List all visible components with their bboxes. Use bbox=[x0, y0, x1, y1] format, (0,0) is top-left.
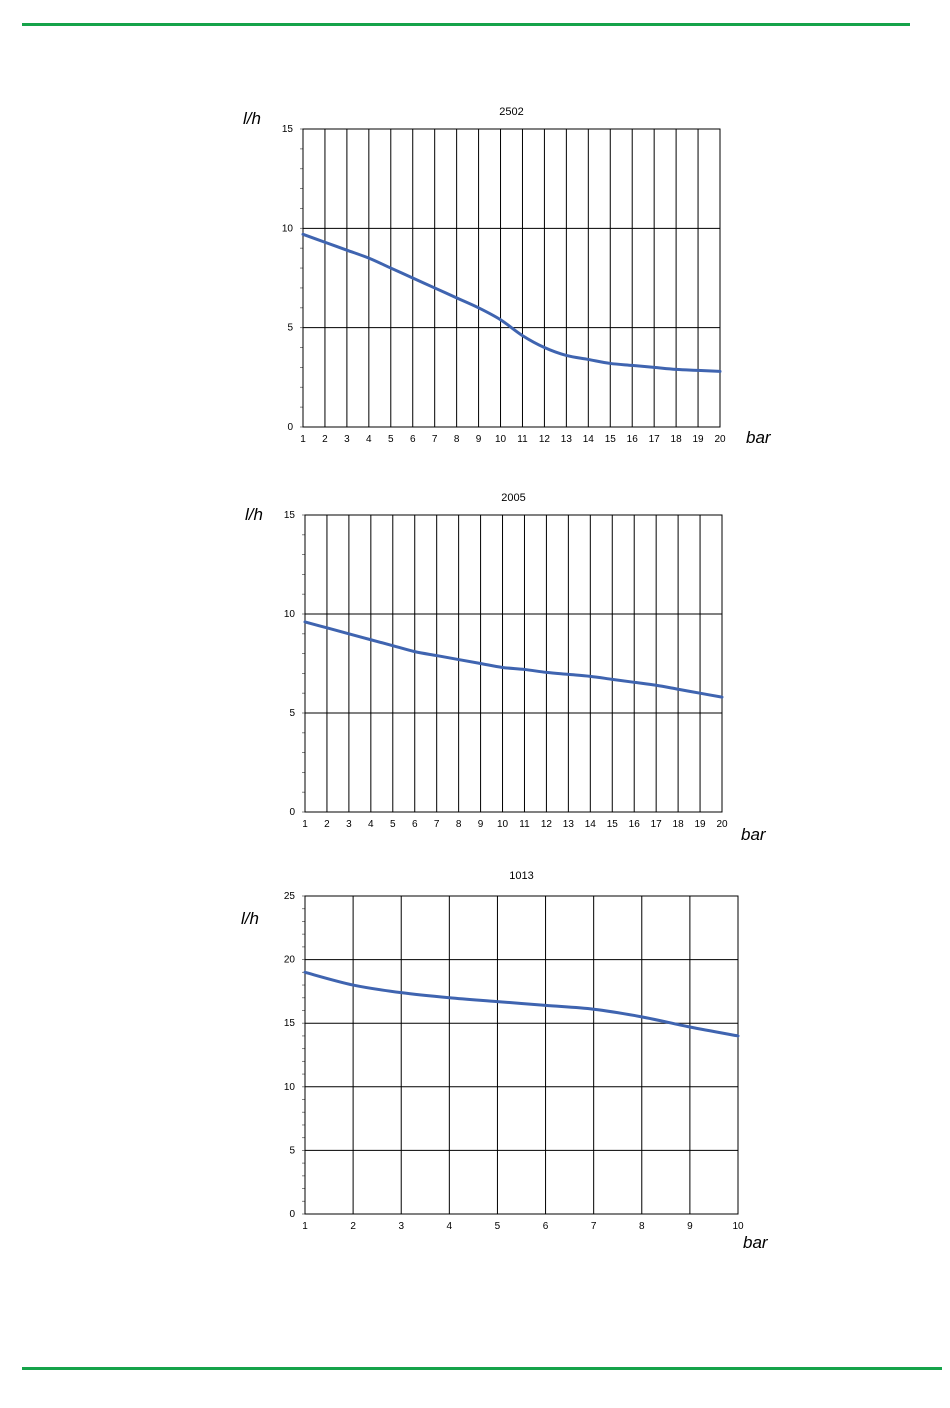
x-tick-label: 15 bbox=[605, 434, 617, 445]
plot-frame bbox=[302, 128, 721, 428]
x-tick-label: 9 bbox=[687, 1221, 693, 1232]
x-tick-label: 20 bbox=[716, 819, 728, 830]
x-tick-label: 3 bbox=[344, 434, 350, 445]
x-tick-label: 9 bbox=[476, 434, 482, 445]
x-tick-label: 3 bbox=[346, 819, 352, 830]
x-tick-label: 15 bbox=[607, 819, 619, 830]
x-axis-label: bar bbox=[743, 1233, 769, 1252]
y-tick-label: 15 bbox=[282, 124, 294, 135]
x-tick-label: 10 bbox=[732, 1221, 744, 1232]
x-tick-label: 14 bbox=[583, 434, 595, 445]
x-tick-label: 1 bbox=[300, 434, 306, 445]
y-tick-label: 5 bbox=[287, 323, 293, 334]
x-tick-label: 1 bbox=[302, 819, 308, 830]
chart-1013: 1013 0 5 10 15 20 25 1 2 3 4 5 6 7 8 9 10 l/h bar bbox=[241, 870, 769, 1252]
series-line bbox=[303, 970, 740, 1038]
x-tick-label: 7 bbox=[432, 434, 438, 445]
x-tick-label: 12 bbox=[539, 434, 551, 445]
y-tick-label: 10 bbox=[282, 223, 294, 234]
y-tick-label: 0 bbox=[289, 807, 295, 818]
x-tick-label: 5 bbox=[388, 434, 394, 445]
x-axis-label: bar bbox=[746, 428, 772, 447]
x-tick-label: 4 bbox=[447, 1221, 453, 1232]
x-tick-label: 1 bbox=[302, 1221, 308, 1232]
x-tick-label: 17 bbox=[651, 819, 663, 830]
x-tick-label: 11 bbox=[519, 819, 530, 830]
x-tick-label: 16 bbox=[627, 434, 639, 445]
y-tick-label: 15 bbox=[284, 510, 296, 521]
y-tick-label: 5 bbox=[289, 1145, 295, 1156]
x-tick-label: 2 bbox=[350, 1221, 356, 1232]
x-tick-label: 5 bbox=[390, 819, 396, 830]
x-tick-label: 14 bbox=[585, 819, 597, 830]
x-tick-label: 13 bbox=[561, 434, 573, 445]
x-axis-label: bar bbox=[741, 825, 767, 844]
x-tick-label: 19 bbox=[694, 819, 706, 830]
x-tick-label: 6 bbox=[410, 434, 416, 445]
x-tick-label: 18 bbox=[671, 434, 683, 445]
y-axis-label: l/h bbox=[241, 909, 259, 928]
x-tick-label: 4 bbox=[366, 434, 372, 445]
x-tick-label: 16 bbox=[629, 819, 641, 830]
y-tick-label: 15 bbox=[284, 1018, 296, 1029]
x-tick-label: 20 bbox=[714, 434, 726, 445]
series-line bbox=[303, 620, 724, 699]
x-tick-label: 9 bbox=[478, 819, 484, 830]
y-tick-label: 20 bbox=[284, 955, 296, 966]
y-tick-label: 0 bbox=[287, 422, 293, 433]
y-tick-label: 5 bbox=[289, 708, 295, 719]
plot-frame bbox=[304, 514, 723, 813]
x-tick-label: 8 bbox=[454, 434, 460, 445]
x-tick-label: 7 bbox=[434, 819, 440, 830]
y-tick-label: 0 bbox=[289, 1209, 295, 1220]
chart-title: 1013 bbox=[509, 870, 533, 882]
x-tick-label: 6 bbox=[412, 819, 418, 830]
x-tick-label: 2 bbox=[324, 819, 330, 830]
x-tick-label: 10 bbox=[497, 819, 509, 830]
x-tick-label: 7 bbox=[591, 1221, 597, 1232]
y-tick-label: 10 bbox=[284, 1082, 296, 1093]
y-axis-label: l/h bbox=[245, 505, 263, 524]
x-tick-label: 10 bbox=[495, 434, 507, 445]
chart-title: 2502 bbox=[499, 106, 523, 118]
x-tick-label: 19 bbox=[692, 434, 704, 445]
x-tick-label: 4 bbox=[368, 819, 374, 830]
x-tick-label: 12 bbox=[541, 819, 553, 830]
y-tick-label: 10 bbox=[284, 609, 296, 620]
x-tick-label: 2 bbox=[322, 434, 328, 445]
x-tick-label: 5 bbox=[495, 1221, 501, 1232]
top-rule bbox=[22, 23, 910, 26]
x-tick-label: 13 bbox=[563, 819, 575, 830]
x-tick-label: 8 bbox=[639, 1221, 645, 1232]
y-axis-label: l/h bbox=[243, 109, 261, 128]
x-tick-label: 8 bbox=[456, 819, 462, 830]
plot-frame bbox=[304, 895, 739, 1215]
x-tick-label: 6 bbox=[543, 1221, 549, 1232]
x-tick-label: 3 bbox=[398, 1221, 404, 1232]
x-tick-label: 11 bbox=[517, 434, 528, 445]
chart-title: 2005 bbox=[501, 492, 525, 504]
series-line bbox=[301, 232, 722, 373]
bottom-rule bbox=[22, 1367, 942, 1370]
x-tick-label: 18 bbox=[673, 819, 685, 830]
y-tick-label: 25 bbox=[284, 891, 296, 902]
x-tick-label: 17 bbox=[649, 434, 661, 445]
